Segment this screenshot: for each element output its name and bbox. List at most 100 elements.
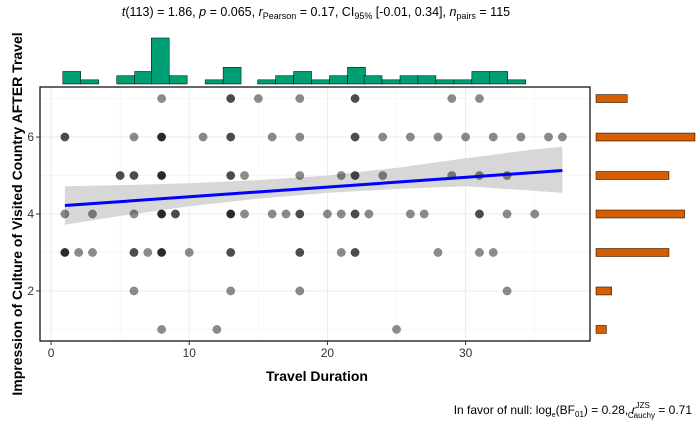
x-hist-bar bbox=[347, 67, 366, 85]
data-point bbox=[350, 209, 360, 219]
data-point bbox=[295, 209, 305, 219]
chart-title: t(113) = 1.86, p = 0.065, rPearson = 0.1… bbox=[122, 5, 510, 21]
data-point bbox=[295, 171, 305, 180]
data-point bbox=[447, 94, 457, 103]
y-hist-bar bbox=[595, 325, 607, 334]
data-point bbox=[350, 94, 360, 103]
data-point bbox=[226, 248, 236, 257]
regression-line bbox=[64, 169, 563, 208]
data-point bbox=[157, 132, 167, 142]
data-point bbox=[129, 132, 139, 142]
x-tick-label: 10 bbox=[183, 346, 197, 360]
y-axis-label: Impression of Culture of Visited Country… bbox=[9, 32, 25, 395]
data-point bbox=[322, 209, 332, 219]
data-point bbox=[60, 132, 70, 142]
data-point bbox=[143, 248, 153, 257]
x-hist-bar bbox=[399, 75, 419, 85]
data-point bbox=[350, 132, 360, 142]
data-point bbox=[378, 171, 388, 180]
data-point bbox=[226, 132, 236, 142]
data-point bbox=[350, 248, 360, 257]
x-hist-bar bbox=[507, 79, 526, 85]
data-point bbox=[336, 209, 346, 219]
data-point bbox=[378, 132, 388, 142]
confidence-band bbox=[64, 146, 563, 225]
x-hist-bar bbox=[168, 75, 188, 85]
data-point bbox=[88, 209, 97, 219]
data-point bbox=[129, 171, 139, 180]
data-point bbox=[88, 248, 97, 257]
y-tick-label: 2 bbox=[27, 284, 34, 298]
x-hist-bar bbox=[222, 67, 242, 85]
x-hist-bar bbox=[150, 37, 170, 85]
x-hist-bar bbox=[311, 79, 330, 85]
data-point bbox=[405, 132, 415, 142]
x-hist-bar bbox=[80, 79, 99, 85]
data-point bbox=[433, 132, 443, 142]
data-point bbox=[170, 209, 180, 219]
data-point bbox=[226, 209, 236, 219]
data-point bbox=[157, 171, 167, 180]
data-point bbox=[60, 248, 70, 257]
y-hist-bar bbox=[595, 94, 628, 103]
x-hist-bar bbox=[329, 75, 348, 85]
data-point bbox=[281, 209, 291, 219]
data-point bbox=[557, 132, 567, 142]
data-point bbox=[240, 209, 249, 219]
data-points bbox=[60, 94, 567, 334]
chart-caption: In favor of null: loge(BF01) = 0.28, rJZ… bbox=[454, 401, 693, 420]
y-hist-bar bbox=[595, 286, 612, 296]
y-hist-bar bbox=[595, 248, 670, 257]
data-point bbox=[184, 248, 194, 257]
data-point bbox=[405, 209, 415, 219]
data-point bbox=[544, 132, 553, 142]
y-marginal-histogram bbox=[595, 94, 696, 334]
data-point bbox=[74, 248, 84, 257]
y-hist-bar bbox=[595, 209, 685, 219]
data-point bbox=[364, 209, 374, 219]
x-hist-bar bbox=[471, 71, 491, 85]
data-point bbox=[226, 171, 236, 180]
x-hist-bar bbox=[116, 75, 135, 85]
x-hist-bar bbox=[489, 71, 509, 85]
x-hist-bar bbox=[363, 75, 383, 85]
data-point bbox=[157, 248, 167, 257]
data-point bbox=[129, 248, 139, 257]
x-marginal-histogram bbox=[62, 37, 526, 85]
data-point bbox=[295, 132, 305, 142]
data-point bbox=[474, 209, 484, 219]
x-tick-label: 0 bbox=[48, 346, 55, 360]
data-point bbox=[157, 94, 167, 103]
data-point bbox=[392, 325, 401, 334]
x-hist-bar bbox=[453, 79, 473, 85]
y-tick-label: 4 bbox=[27, 207, 34, 221]
data-point bbox=[516, 132, 526, 142]
data-point bbox=[157, 325, 167, 334]
data-point bbox=[115, 171, 125, 180]
y-tick-label: 6 bbox=[27, 130, 34, 144]
x-axis-label: Travel Duration bbox=[266, 368, 368, 384]
data-point bbox=[226, 94, 236, 103]
data-point bbox=[336, 171, 346, 180]
y-hist-bar bbox=[595, 171, 670, 180]
data-point bbox=[129, 209, 139, 219]
x-hist-bar bbox=[134, 71, 153, 85]
data-point bbox=[212, 325, 222, 334]
regression-line-path bbox=[64, 169, 563, 208]
y-axis-ticks: 2 4 6 bbox=[27, 130, 40, 298]
confidence-band-area bbox=[64, 146, 563, 225]
data-point bbox=[267, 209, 277, 219]
data-point bbox=[157, 209, 167, 219]
x-tick-label: 30 bbox=[459, 346, 473, 360]
data-point bbox=[129, 286, 139, 296]
data-point bbox=[488, 132, 498, 142]
data-point bbox=[530, 209, 540, 219]
data-point bbox=[267, 132, 277, 142]
x-hist-bar bbox=[435, 79, 455, 85]
x-hist-bar bbox=[204, 79, 224, 85]
x-hist-bar bbox=[257, 79, 276, 85]
data-point bbox=[60, 209, 70, 219]
x-axis-ticks: 0 10 20 30 bbox=[48, 341, 473, 360]
